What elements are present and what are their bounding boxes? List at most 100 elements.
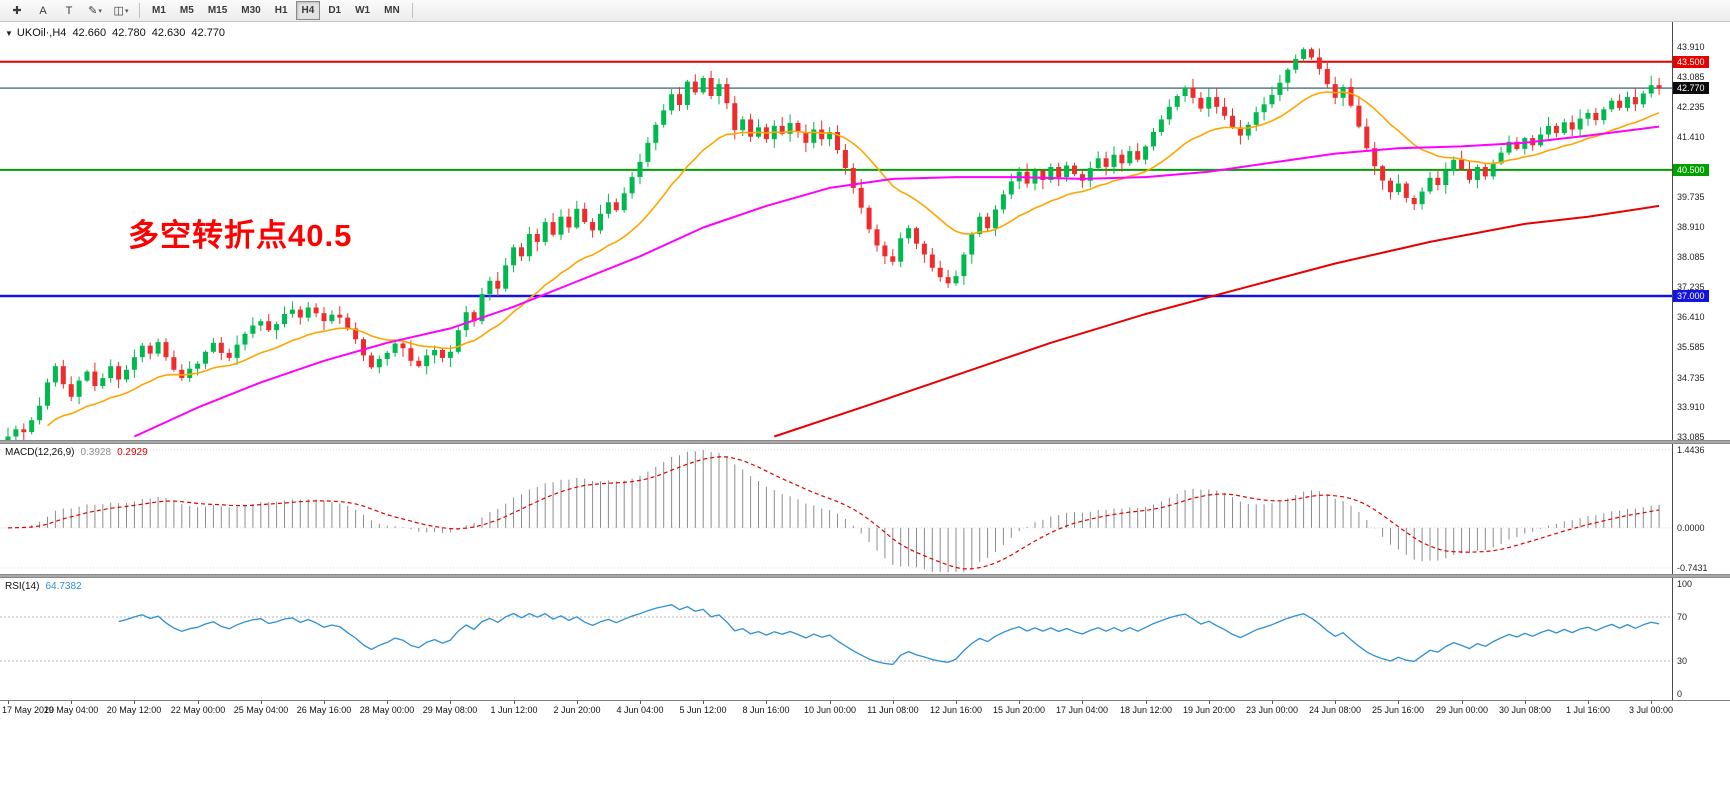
timeframe-w1-button[interactable]: W1 bbox=[355, 5, 371, 16]
dropdown-caret-icon: ▾ bbox=[124, 7, 129, 15]
resistance-line-price-badge: 43.500 bbox=[1673, 56, 1709, 68]
rsi-axis-label: 30 bbox=[1677, 656, 1688, 666]
macd-header: MACD(12,26,9) 0.3928 0.2929 bbox=[5, 447, 148, 458]
rsi-axis-label: 100 bbox=[1677, 579, 1693, 589]
time-axis-label: 26 May 16:00 bbox=[296, 705, 352, 715]
rsi-panel[interactable]: RSI(14) 64.7382 100 70 30 0 bbox=[0, 578, 1730, 700]
time-axis-tick bbox=[1588, 701, 1589, 704]
candlestick-chart[interactable] bbox=[0, 22, 1672, 440]
macd-label: MACD(12,26,9) bbox=[5, 447, 75, 458]
timeframe-m30-button[interactable]: M30 bbox=[241, 5, 261, 16]
macd-signal-value: 0.2929 bbox=[117, 447, 148, 458]
time-axis-label: 11 Jun 08:00 bbox=[867, 705, 919, 715]
panel-splitter[interactable] bbox=[0, 440, 1730, 444]
rsi-header: RSI(14) 64.7382 bbox=[5, 581, 82, 592]
pivot-line-price-badge: 40.500 bbox=[1673, 164, 1709, 176]
time-axis-tick bbox=[1082, 701, 1083, 704]
support-line-price-badge: 37.000 bbox=[1673, 290, 1709, 302]
text-box-button[interactable]: T bbox=[56, 1, 82, 21]
label-a-icon: A bbox=[39, 4, 47, 17]
timeframe-h1-button[interactable]: H1 bbox=[274, 5, 288, 16]
time-axis-label: 28 May 00:00 bbox=[359, 705, 415, 715]
rsi-axis-label: 0 bbox=[1677, 689, 1683, 699]
time-axis-label: 25 Jun 16:00 bbox=[1371, 705, 1425, 715]
time-axis-tick bbox=[1146, 701, 1147, 704]
timeframe-h4-button[interactable]: H4 bbox=[295, 1, 321, 20]
time-axis-label: 29 Jun 00:00 bbox=[1435, 705, 1489, 715]
price-axis-label: 43.910 bbox=[1677, 42, 1705, 52]
time-axis-tick bbox=[1209, 701, 1210, 704]
time-axis[interactable]: 17 May 2020 19 May 04:00 20 May 12:00 22 Ma… bbox=[0, 700, 1730, 716]
time-axis-tick bbox=[1335, 701, 1336, 704]
time-axis-label: 1 Jul 16:00 bbox=[1565, 705, 1611, 715]
time-axis-label: 29 May 08:00 bbox=[422, 705, 478, 715]
price-axis-label: 42.235 bbox=[1677, 102, 1705, 112]
price-axis-label: 35.585 bbox=[1677, 342, 1705, 352]
macd-main-value: 0.3928 bbox=[80, 447, 112, 458]
time-axis-label: 10 Jun 00:00 bbox=[803, 705, 857, 715]
open-value: 42.660 bbox=[72, 27, 107, 39]
draw-tools-button[interactable]: ✎ ▾ bbox=[82, 1, 108, 21]
price-axis[interactable]: 43.910 43.085 42.235 41.410 39.735 38.910 38.0… bbox=[1672, 22, 1730, 440]
price-chart-panel[interactable]: ▼ UKOil·,H4 42.660 42.780 42.630 42.770 多空转折点… bbox=[0, 22, 1730, 440]
high-value: 42.780 bbox=[112, 27, 146, 39]
time-axis-label: 25 May 04:00 bbox=[233, 705, 289, 715]
time-axis-tick bbox=[387, 701, 388, 704]
macd-axis-label: 1.4436 bbox=[1677, 445, 1705, 455]
panel-splitter[interactable] bbox=[0, 574, 1730, 578]
chart-menu-icon[interactable]: ▼ bbox=[5, 29, 13, 38]
time-axis-label: 2 Jun 20:00 bbox=[553, 705, 601, 715]
time-axis-label: 18 Jun 12:00 bbox=[1119, 705, 1173, 715]
time-axis-tick bbox=[1019, 701, 1020, 704]
price-axis-label: 43.085 bbox=[1677, 72, 1705, 82]
rsi-value: 64.7382 bbox=[45, 581, 82, 592]
price-axis-label: 37.235 bbox=[1677, 282, 1705, 292]
macd-axis-label: -0.7431 bbox=[1677, 563, 1708, 573]
time-axis-tick bbox=[198, 701, 199, 704]
symbol-ohlc-header: ▼ UKOil·,H4 42.660 42.780 42.630 42.770 bbox=[5, 27, 225, 39]
macd-axis[interactable]: 1.4436 0.0000 -0.7431 bbox=[1672, 444, 1730, 574]
time-axis-label: 12 Jun 16:00 bbox=[929, 705, 983, 715]
price-axis-label: 39.735 bbox=[1677, 192, 1705, 202]
price-axis-label: 34.735 bbox=[1677, 373, 1705, 383]
crosshair-button[interactable]: ✚ bbox=[4, 1, 30, 21]
time-axis-label: 3 Jul 00:00 bbox=[1628, 705, 1674, 715]
time-axis-tick bbox=[577, 701, 578, 704]
timeframe-mn-button[interactable]: MN bbox=[384, 5, 400, 16]
time-axis-label: 19 Jun 20:00 bbox=[1182, 705, 1236, 715]
price-axis-label: 33.910 bbox=[1677, 402, 1705, 412]
time-axis-label: 20 May 12:00 bbox=[106, 705, 162, 715]
shapes-button[interactable]: ◫ ▾ bbox=[108, 1, 134, 21]
timeframe-m1-button[interactable]: M1 bbox=[152, 5, 166, 16]
macd-plot[interactable] bbox=[0, 444, 1672, 574]
macd-panel[interactable]: MACD(12,26,9) 0.3928 0.2929 1.4436 0.0000 -0… bbox=[0, 444, 1730, 574]
timeframe-m15-button[interactable]: M15 bbox=[207, 5, 228, 16]
time-axis-label: 15 Jun 20:00 bbox=[992, 705, 1046, 715]
rsi-label: RSI(14) bbox=[5, 581, 40, 592]
time-axis-tick bbox=[514, 701, 515, 704]
current-price-price-badge: 42.770 bbox=[1673, 82, 1709, 94]
time-axis-tick bbox=[893, 701, 894, 704]
price-axis-label: 38.910 bbox=[1677, 222, 1705, 232]
rsi-plot[interactable] bbox=[0, 578, 1672, 700]
time-axis-tick bbox=[1525, 701, 1526, 704]
time-axis-label: 19 May 04:00 bbox=[43, 705, 99, 715]
timeframe-d1-button[interactable]: D1 bbox=[328, 5, 342, 16]
close-value: 42.770 bbox=[191, 27, 226, 39]
toolbar: ✚ A T ✎ ▾ ◫ ▾ M1 M5 M15 M30 H1 H4 D1 W1 MN bbox=[0, 0, 1730, 22]
text-label-button[interactable]: A bbox=[30, 1, 56, 21]
toolbar-separator bbox=[411, 3, 413, 18]
dropdown-caret-icon: ▾ bbox=[98, 7, 102, 15]
rsi-axis[interactable]: 100 70 30 0 bbox=[1672, 578, 1730, 700]
time-axis-label: 17 May 2020 bbox=[2, 705, 55, 715]
time-axis-tick bbox=[766, 701, 767, 704]
time-axis-tick bbox=[1272, 701, 1273, 704]
timeframe-m5-button[interactable]: M5 bbox=[179, 5, 194, 16]
time-axis-tick bbox=[71, 701, 72, 704]
chart-annotation-text[interactable]: 多空转折点40.5 bbox=[128, 218, 353, 253]
price-axis-label: 33.085 bbox=[1677, 432, 1705, 440]
time-axis-label: 24 Jun 08:00 bbox=[1308, 705, 1362, 715]
time-axis-tick bbox=[134, 701, 135, 704]
symbol-label: UKOil·,H4 bbox=[16, 27, 67, 39]
shapes-icon: ◫ bbox=[113, 5, 124, 17]
